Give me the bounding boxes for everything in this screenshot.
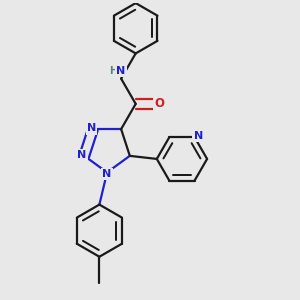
- Text: N: N: [87, 123, 96, 133]
- Text: O: O: [154, 98, 164, 110]
- Text: N: N: [194, 131, 203, 141]
- Text: N: N: [77, 150, 86, 160]
- Text: N: N: [102, 169, 112, 179]
- Text: N: N: [116, 66, 126, 76]
- Text: H: H: [109, 66, 117, 76]
